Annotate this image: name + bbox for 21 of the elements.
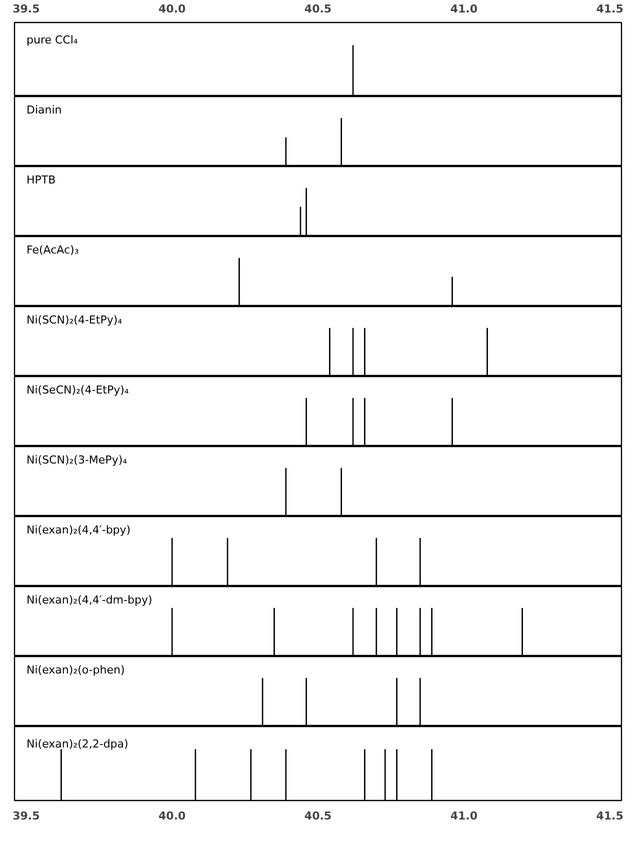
x2-tick-label: 41.0 [450, 2, 478, 16]
chart-title: Ni(SCN)₂(3-MePy)₄ [26, 454, 128, 466]
chart-title: HPTB [26, 174, 56, 186]
chart-title: Dianin [26, 104, 62, 116]
x2-tick-label: 40.5 [304, 2, 332, 16]
x2-tick-label: 41.5 [596, 2, 624, 16]
x2-tick-label: 39.5 [12, 2, 40, 16]
x-tick-label: 41.0 [450, 810, 478, 822]
x-tick-label: 40.0 [158, 810, 186, 822]
x2-tick-label: 40.0 [158, 2, 186, 16]
x-tick-label: 39.5 [12, 810, 40, 822]
chart-title: Ni(exan)₂(4,4′-bpy) [26, 524, 131, 536]
x-tick-label: 41.5 [596, 810, 624, 822]
chart-title: Fe(AcAc)₃ [26, 244, 79, 256]
chart-title: Ni(SCN)₂(4-EtPy)₄ [26, 314, 123, 326]
chart-title: Ni(exan)₂(2,2-dpa) [26, 738, 128, 750]
chart-title: Ni(exan)₂(o-phen) [26, 664, 125, 676]
chart-title: Ni(exan)₂(4,4′-dm-bpy) [26, 594, 152, 606]
chart-title: pure CCl₄ [26, 34, 78, 46]
x-tick-label: 40.5 [304, 810, 332, 822]
chart-title: Ni(SeCN)₂(4-EtPy)₄ [26, 384, 130, 396]
